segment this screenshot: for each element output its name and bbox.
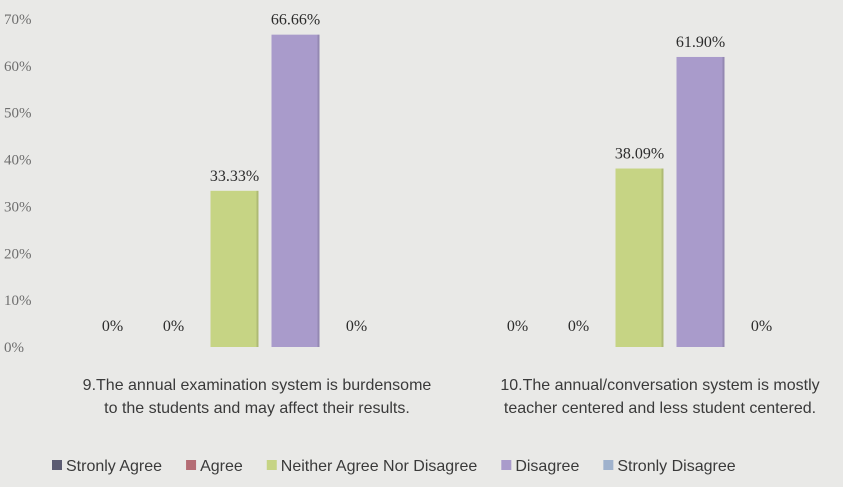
bars xyxy=(210,34,725,348)
data-label: 0% xyxy=(102,318,123,335)
legend-swatch xyxy=(52,460,62,470)
bar xyxy=(210,190,259,347)
y-tick-label: 20% xyxy=(4,246,32,262)
y-tick-label: 30% xyxy=(4,199,32,215)
data-label: 0% xyxy=(568,318,589,335)
data-label: 66.66% xyxy=(271,12,320,29)
y-tick-label: 0% xyxy=(4,340,24,356)
legend-label: Disagree xyxy=(515,458,579,475)
data-label: 0% xyxy=(751,318,772,335)
data-label: 38.09% xyxy=(615,146,664,163)
category-label: 9.The annual examination system is burde… xyxy=(83,377,432,394)
data-label: 0% xyxy=(346,318,367,335)
y-tick-label: 60% xyxy=(4,59,32,75)
y-tick-label: 10% xyxy=(4,293,32,309)
bar-shade xyxy=(722,56,725,347)
y-tick-label: 70% xyxy=(4,12,32,28)
legend-label: Stronly Disagree xyxy=(617,458,735,475)
legend-label: Stronly Agree xyxy=(66,458,162,475)
data-label: 0% xyxy=(163,318,184,335)
legend-label: Agree xyxy=(200,458,243,475)
bar-shade xyxy=(661,168,664,347)
legend: Stronly Agree Agree Neither Agree Nor Disa… xyxy=(52,458,736,475)
data-label: 0% xyxy=(507,318,528,335)
legend-swatch xyxy=(266,460,277,470)
category-label: teacher centered and less student center… xyxy=(504,400,816,417)
legend-label: Neither Agree Nor Disagree xyxy=(281,458,478,475)
category-labels: 9.The annual examination system is burde… xyxy=(83,377,820,417)
bar xyxy=(676,56,725,347)
bar-shade xyxy=(256,190,259,347)
data-labels: 0% 0% 33.33% 66.66% 0% 0% 0% 38.09% 61.90% 0% xyxy=(102,12,772,335)
legend-swatch xyxy=(501,460,512,470)
data-label: 61.90% xyxy=(676,34,725,51)
category-label: 10.The annual/conversation system is mos… xyxy=(500,377,819,394)
legend-swatch xyxy=(186,460,197,470)
category-label: to the students and may affect their res… xyxy=(104,400,410,417)
data-label: 33.33% xyxy=(210,168,259,185)
y-tick-label: 40% xyxy=(4,153,32,169)
y-axis: 0% 10% 20% 30% 40% 50% 60% 70% xyxy=(4,12,32,356)
legend-swatch xyxy=(603,460,614,470)
y-tick-label: 50% xyxy=(4,106,32,122)
bar-shade xyxy=(317,34,320,348)
bar xyxy=(615,168,664,347)
bar xyxy=(271,34,320,348)
